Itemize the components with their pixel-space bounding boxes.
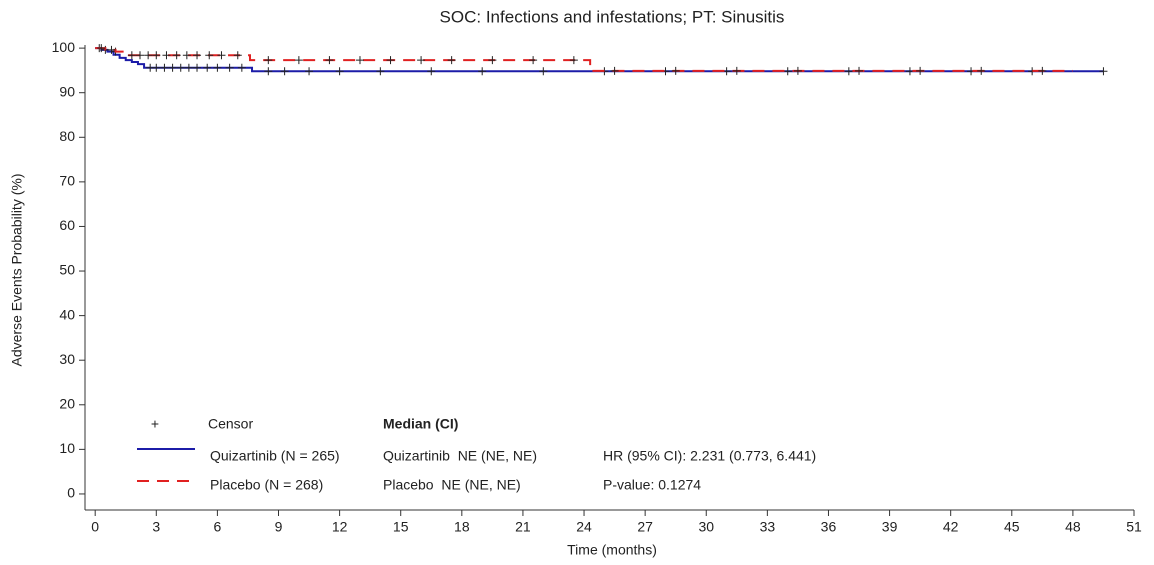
median-text: Placebo NE (NE, NE) xyxy=(383,477,521,493)
censor-mark xyxy=(376,67,385,76)
censor-mark xyxy=(182,51,191,60)
x-tick-label: 0 xyxy=(91,519,99,535)
censor-mark xyxy=(162,51,171,60)
y-tick-label: 100 xyxy=(52,39,76,55)
y-tick-label: 30 xyxy=(59,351,75,367)
censor-mark xyxy=(168,63,177,72)
censor-mark xyxy=(184,63,193,72)
x-tick-label: 15 xyxy=(393,519,409,535)
censor-mark xyxy=(844,67,853,76)
censor-mark xyxy=(237,63,246,72)
censor-mark xyxy=(152,63,161,72)
censor-mark xyxy=(539,67,548,76)
censor-mark xyxy=(280,67,289,76)
censor-mark xyxy=(127,51,136,60)
legend-label: Quizartinib (N = 265) xyxy=(210,448,340,464)
censor-mark xyxy=(1099,67,1108,76)
x-tick-label: 36 xyxy=(821,519,837,535)
median-header: Median (CI) xyxy=(383,416,458,432)
censor-mark xyxy=(793,66,802,75)
censor-mark xyxy=(478,67,487,76)
censor-mark xyxy=(783,67,792,76)
y-axis-label: Adverse Events Probability (%) xyxy=(9,174,25,367)
x-tick-label: 6 xyxy=(213,519,221,535)
censor-mark xyxy=(529,56,538,65)
censor-mark xyxy=(417,56,426,65)
censor-mark xyxy=(610,66,619,75)
x-tick-label: 45 xyxy=(1004,519,1020,535)
legend-label: Placebo (N = 268) xyxy=(210,477,323,493)
legend-censor-symbol: + xyxy=(151,416,159,432)
x-tick-label: 39 xyxy=(882,519,898,535)
censor-mark xyxy=(335,67,344,76)
stats-text: HR (95% CI): 2.231 (0.773, 6.441) xyxy=(603,448,816,464)
censor-mark xyxy=(193,63,202,72)
censor-mark xyxy=(916,66,925,75)
censor-mark xyxy=(355,56,364,65)
x-tick-label: 3 xyxy=(152,519,160,535)
x-tick-label: 12 xyxy=(332,519,348,535)
x-tick-label: 9 xyxy=(275,519,283,535)
censor-mark xyxy=(213,63,222,72)
y-tick-label: 60 xyxy=(59,217,75,233)
censor-mark xyxy=(671,66,680,75)
censor-mark xyxy=(193,51,202,60)
y-tick-label: 0 xyxy=(67,485,75,501)
x-tick-label: 18 xyxy=(454,519,470,535)
y-tick-label: 70 xyxy=(59,173,75,189)
censor-mark xyxy=(977,66,986,75)
legend-censor-label: Censor xyxy=(208,416,253,432)
censor-mark xyxy=(205,51,214,60)
censor-mark xyxy=(569,56,578,65)
censor-mark xyxy=(264,67,273,76)
censor-mark xyxy=(427,67,436,76)
x-tick-label: 51 xyxy=(1126,519,1142,535)
censor-mark xyxy=(732,66,741,75)
x-tick-label: 30 xyxy=(698,519,714,535)
censor-mark xyxy=(135,51,144,60)
y-tick-label: 10 xyxy=(59,440,75,456)
censor-mark xyxy=(855,66,864,75)
x-tick-label: 24 xyxy=(576,519,592,535)
x-axis-label: Time (months) xyxy=(567,542,657,558)
censor-mark xyxy=(152,51,161,60)
x-tick-label: 21 xyxy=(515,519,531,535)
x-tick-label: 48 xyxy=(1065,519,1081,535)
x-tick-label: 33 xyxy=(760,519,776,535)
censor-mark xyxy=(107,45,116,54)
y-tick-label: 90 xyxy=(59,83,75,99)
x-tick-label: 27 xyxy=(637,519,653,535)
y-tick-label: 80 xyxy=(59,128,75,144)
censor-mark xyxy=(447,56,456,65)
censor-mark xyxy=(144,51,153,60)
censor-mark xyxy=(294,56,303,65)
stats-text: P-value: 0.1274 xyxy=(603,477,701,493)
censor-mark xyxy=(217,51,226,60)
censor-mark xyxy=(176,63,185,72)
y-tick-label: 50 xyxy=(59,262,75,278)
censor-mark xyxy=(264,56,273,65)
censor-mark xyxy=(305,67,314,76)
censor-mark xyxy=(325,56,334,65)
censor-mark xyxy=(1038,66,1047,75)
censor-mark xyxy=(488,56,497,65)
censor-mark xyxy=(160,63,169,72)
y-tick-label: 40 xyxy=(59,306,75,322)
median-text: Quizartinib NE (NE, NE) xyxy=(383,448,537,464)
x-tick-label: 42 xyxy=(943,519,959,535)
censor-mark xyxy=(203,63,212,72)
chart-title: SOC: Infections and infestations; PT: Si… xyxy=(440,7,785,26)
survival-curve xyxy=(95,47,1073,72)
y-tick-label: 20 xyxy=(59,395,75,411)
censor-mark xyxy=(225,63,234,72)
censor-mark xyxy=(233,51,242,60)
censor-mark xyxy=(172,51,181,60)
censor-mark xyxy=(97,44,106,53)
survival-curve xyxy=(95,47,1104,73)
censor-mark xyxy=(386,56,395,65)
